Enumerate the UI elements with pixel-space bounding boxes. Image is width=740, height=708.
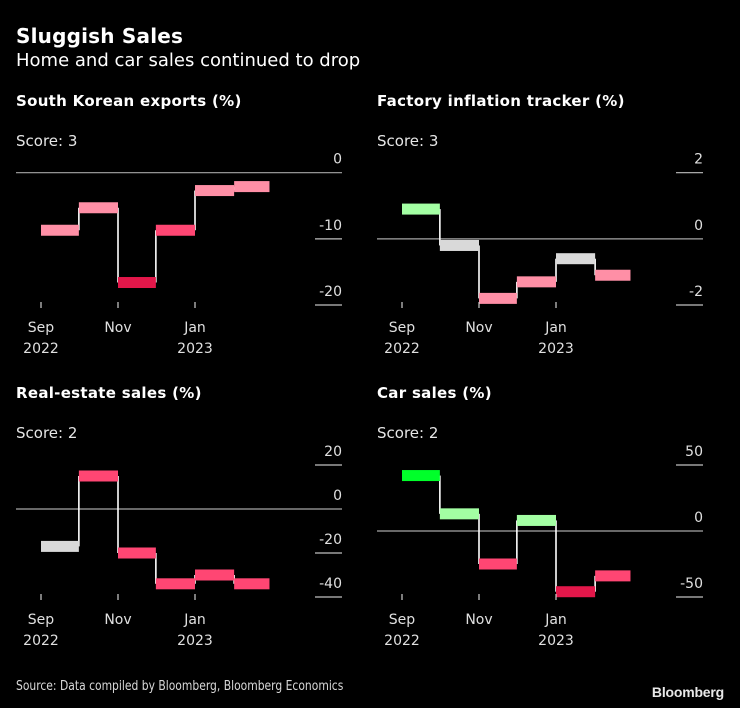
x-tick-year: 2022 — [23, 633, 59, 649]
step-bar — [118, 277, 156, 289]
panel-score: Score: 3 — [16, 132, 78, 150]
panel-title: Factory inflation tracker (%) — [377, 92, 625, 110]
y-tick-label: -40 — [319, 576, 342, 592]
panel-factory-inflation-tracker: Factory inflation tracker (%) Score: 3 2… — [377, 92, 737, 362]
step-bar — [439, 508, 479, 520]
y-tick-label: -20 — [319, 284, 342, 300]
bloomberg-logo: Bloomberg — [651, 684, 724, 700]
x-tick-label: Sep — [389, 320, 416, 336]
y-tick-label: -2 — [689, 284, 703, 300]
x-tick-label: Jan — [183, 320, 206, 336]
x-tick-year: 2023 — [538, 341, 574, 357]
x-tick-label: Jan — [183, 612, 206, 628]
y-tick-label: 50 — [685, 444, 703, 460]
step-bar — [479, 292, 517, 304]
step-chart: 50 0 -50 Sep 2022 Nov Jan 2023 — [377, 444, 703, 649]
y-tick-label: 0 — [694, 510, 703, 526]
x-tick-label: Nov — [465, 320, 492, 336]
y-tick-label: 0 — [333, 488, 342, 504]
panel-score: Score: 2 — [16, 424, 78, 442]
x-tick-year: 2022 — [384, 633, 420, 649]
y-tick-label: -10 — [319, 218, 342, 234]
x-tick-label: Nov — [104, 612, 131, 628]
panel-score: Score: 3 — [377, 132, 439, 150]
x-tick-label: Sep — [389, 612, 416, 628]
step-bar — [195, 185, 235, 197]
panel-real-estate-sales: Real-estate sales (%) Score: 2 20 0 -20 -40… — [16, 384, 376, 654]
x-tick-year: 2022 — [23, 341, 59, 357]
x-tick-year: 2023 — [177, 633, 213, 649]
step-bar — [78, 202, 118, 214]
x-tick-label: Nov — [104, 320, 131, 336]
x-tick-label: Sep — [28, 320, 55, 336]
step-bar — [155, 578, 195, 590]
panel-title: Real-estate sales (%) — [16, 384, 202, 402]
y-tick-label: 0 — [333, 152, 342, 168]
chart-subtitle: Home and car sales continued to drop — [16, 50, 361, 71]
x-tick-year: 2023 — [538, 633, 574, 649]
chart-title: Sluggish Sales — [16, 24, 184, 48]
step-bar — [516, 514, 556, 526]
step-bar — [41, 224, 79, 236]
x-tick-label: Jan — [544, 320, 567, 336]
panel-title: South Korean exports (%) — [16, 92, 242, 110]
x-tick-label: Jan — [544, 612, 567, 628]
step-bar — [439, 239, 479, 251]
step-chart: 2 0 -2 Sep 2022 Nov Jan 2023 — [377, 152, 703, 357]
step-bar — [78, 470, 118, 482]
step-chart: 0 -10 -20 Sep 2022 Nov Jan 2023 — [16, 152, 342, 357]
x-tick-year: 2022 — [384, 341, 420, 357]
panel-title: Car sales (%) — [377, 384, 492, 402]
source-note: Source: Data compiled by Bloomberg, Bloo… — [16, 679, 344, 694]
step-bar — [155, 224, 195, 236]
step-bar — [41, 540, 79, 552]
step-bar — [556, 253, 596, 265]
step-bar — [402, 470, 440, 482]
step-bar — [118, 547, 156, 559]
x-tick-label: Sep — [28, 612, 55, 628]
x-tick-label: Nov — [465, 612, 492, 628]
step-bar — [479, 558, 517, 570]
y-tick-label: 2 — [694, 152, 703, 168]
panel-score: Score: 2 — [377, 424, 439, 442]
step-bar — [516, 276, 556, 288]
x-tick-year: 2023 — [177, 341, 213, 357]
y-tick-label: -50 — [680, 576, 703, 592]
step-bar — [234, 181, 270, 193]
panel-car-sales: Car sales (%) Score: 2 50 0 -50 Sep 2022 Nov J… — [377, 384, 737, 654]
step-bar — [402, 203, 440, 215]
y-tick-label: 20 — [324, 444, 342, 460]
y-tick-label: -20 — [319, 532, 342, 548]
step-bar — [195, 569, 235, 581]
step-bar — [556, 586, 596, 598]
step-bar — [234, 578, 270, 590]
step-bar — [595, 269, 631, 281]
step-bar — [595, 570, 631, 582]
panel-south-korean-exports: South Korean exports (%) Score: 3 0 -10 -2… — [16, 92, 376, 362]
step-chart: 20 0 -20 -40 Sep 2022 Nov Jan 2023 — [16, 444, 342, 649]
y-tick-label: 0 — [694, 218, 703, 234]
